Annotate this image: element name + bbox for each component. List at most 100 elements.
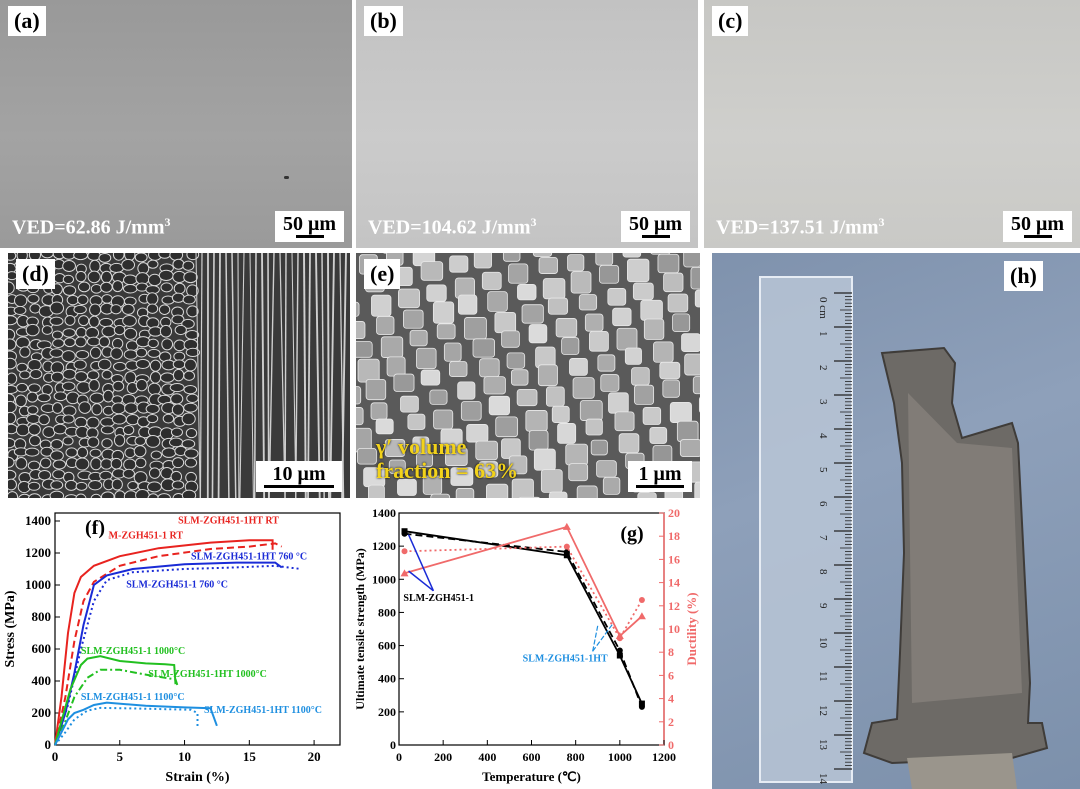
cell: [73, 359, 87, 370]
cell: [184, 448, 199, 459]
ruler-tick-label: 5: [817, 467, 829, 473]
gamma-prime-particle: [386, 356, 406, 377]
cell: [25, 323, 40, 337]
data-point: [616, 652, 623, 659]
columnar-boundary: [267, 253, 270, 498]
x-tick-label: 20: [308, 749, 321, 764]
gamma-prime-particle: [561, 337, 580, 355]
cell: [183, 271, 198, 284]
gamma-prime-particle: [618, 433, 640, 454]
cell: [174, 324, 187, 336]
cell: [86, 336, 101, 347]
cell: [158, 269, 174, 281]
gamma-prime-particle: [576, 485, 598, 498]
gamma-prime-particle: [642, 406, 662, 425]
scale-bar-label: 50 μm: [629, 213, 682, 235]
cell: [122, 425, 135, 436]
ved-value: VED=104.62 J/mm3: [368, 215, 537, 239]
columnar-boundary: [199, 253, 203, 498]
cell: [65, 447, 78, 458]
cell: [8, 456, 15, 468]
cell: [150, 450, 162, 460]
cell: [77, 281, 91, 293]
columnar-boundary: [261, 253, 266, 498]
cell: [76, 446, 89, 459]
gamma-prime-particle: [432, 301, 455, 324]
gamma-prime-particle: [599, 265, 620, 284]
annotation-arrow: [408, 570, 434, 592]
gamma-prime-particle: [430, 493, 451, 498]
cell: [135, 358, 151, 370]
cell: [62, 285, 77, 296]
columnar-boundary: [225, 253, 230, 498]
gamma-prime-particle: [420, 261, 444, 281]
gamma-prime-particle: [612, 307, 632, 327]
gamma-prime-particle: [516, 388, 538, 407]
gamma-prime-particle: [533, 448, 556, 471]
cell: [172, 368, 185, 382]
cell: [173, 339, 186, 352]
cell: [147, 481, 162, 493]
y2-tick-label: 14: [668, 576, 680, 590]
y2-tick-label: 18: [668, 529, 680, 543]
gamma-prime-particle: [681, 333, 700, 353]
y-tick-label: 800: [32, 609, 52, 624]
gamma-prime-particle: [370, 402, 388, 420]
gamma-prime-particle: [595, 253, 614, 266]
cell: [8, 423, 18, 435]
panel-label: (b): [364, 6, 403, 36]
gamma-prime-particle: [572, 377, 595, 399]
cell: [8, 411, 17, 425]
x-tick-label: 1200: [652, 750, 676, 764]
blade-root: [907, 753, 1017, 789]
cell: [8, 478, 17, 491]
stress-strain-chart: 0 5 10 15 200200400600800100012001400Strain …: [3, 512, 341, 785]
gamma-prime-particle: [633, 384, 655, 405]
cell: [160, 372, 175, 383]
cell: [64, 315, 76, 326]
y2-tick-label: 2: [668, 715, 674, 729]
series-annotation: SLM-ZGH451-1: [403, 593, 474, 604]
gamma-prime-particle: [478, 461, 499, 478]
columnar-boundary: [249, 253, 254, 498]
gamma-prime-particle: [517, 284, 537, 301]
cell: [183, 402, 198, 413]
ved-value: VED=62.86 J/mm3: [12, 215, 171, 239]
cell: [62, 436, 74, 446]
y-axis-label: Stress (MPa): [3, 590, 18, 667]
data-point: [401, 530, 408, 537]
gamma-prime-particle: [669, 401, 692, 423]
y-tick-label: 600: [378, 639, 396, 653]
panel-label: (f): [85, 517, 105, 539]
cell: [29, 369, 43, 380]
cell: [158, 253, 172, 259]
gamma-prime-particle: [662, 379, 680, 398]
cell: [89, 259, 101, 273]
y-tick-label: 1000: [25, 577, 51, 592]
cell: [147, 348, 161, 358]
cell: [127, 481, 139, 491]
cell: [182, 260, 195, 271]
gamma-prime-particle: [508, 455, 528, 475]
gamma-prime-particle: [590, 439, 608, 456]
gamma-prime-particle: [501, 330, 520, 348]
gamma-prime-particle: [400, 395, 419, 413]
x-tick-label: 10: [178, 749, 191, 764]
gamma-prime-particle: [683, 253, 700, 268]
gamma-prime-particle: [426, 284, 447, 302]
gamma-prime-particle: [528, 430, 549, 451]
plot-frame: [54, 512, 341, 746]
gamma-prime-particle: [356, 341, 373, 358]
cell: [149, 359, 162, 372]
columnar-boundary: [217, 253, 221, 498]
y-tick-label: 1000: [372, 572, 396, 586]
gamma-prime-particle: [416, 347, 437, 370]
scale-bar: 1 μm: [628, 461, 692, 492]
columnar-boundary: [329, 253, 335, 498]
gamma-prime-particle: [532, 253, 553, 257]
series-line: [404, 545, 643, 641]
gamma-prime-particle: [657, 253, 680, 274]
series-line: [54, 706, 199, 746]
y2-tick-label: 16: [668, 552, 680, 566]
cell-structure: [8, 253, 347, 498]
